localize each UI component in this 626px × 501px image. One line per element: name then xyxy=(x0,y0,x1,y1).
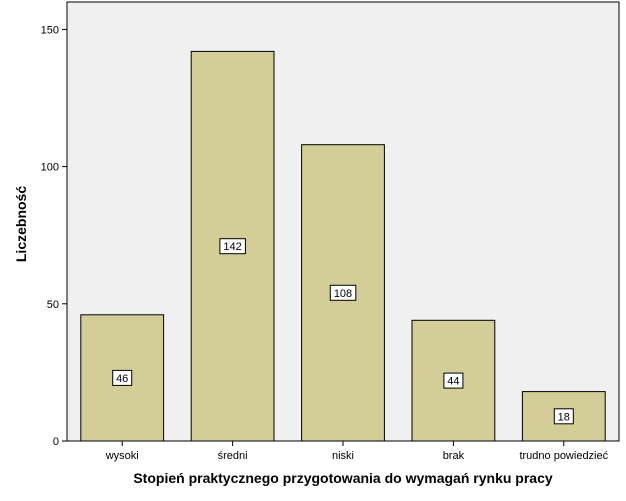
data-label-3: 44 xyxy=(447,376,459,388)
data-label-1: 142 xyxy=(223,241,241,253)
x-axis: wysoki średni niski brak trudno powiedzieć xyxy=(105,441,609,462)
x-tick-label-1: średni xyxy=(218,450,248,462)
data-label-0: 46 xyxy=(116,373,128,385)
data-label-box-3 xyxy=(443,372,464,389)
data-label-box-2 xyxy=(329,284,357,301)
bars-group: 46 142 108 44 18 xyxy=(80,50,606,442)
y-tick-label-2: 100 xyxy=(41,162,59,174)
y-tick-label-1: 50 xyxy=(47,299,59,311)
data-label-2: 108 xyxy=(334,288,352,300)
x-tick-label-3: brak xyxy=(443,450,465,462)
x-tick-label-4: trudno powiedzieć xyxy=(519,450,608,462)
x-tick-label-2: niski xyxy=(332,450,354,462)
data-label-box-4 xyxy=(553,408,574,425)
y-tick-label-0: 0 xyxy=(53,436,59,448)
x-tick-label-0: wysoki xyxy=(105,450,139,462)
y-tick-label-3: 150 xyxy=(41,24,59,36)
y-axis-title: Liczebność xyxy=(13,186,29,262)
y-axis: 0 50 100 150 xyxy=(41,24,67,448)
data-label-box-0 xyxy=(112,369,133,386)
data-label-4: 18 xyxy=(558,411,570,423)
data-label-box-1 xyxy=(219,238,246,255)
x-axis-title: Stopień praktycznego przygotowania do wy… xyxy=(133,470,553,486)
